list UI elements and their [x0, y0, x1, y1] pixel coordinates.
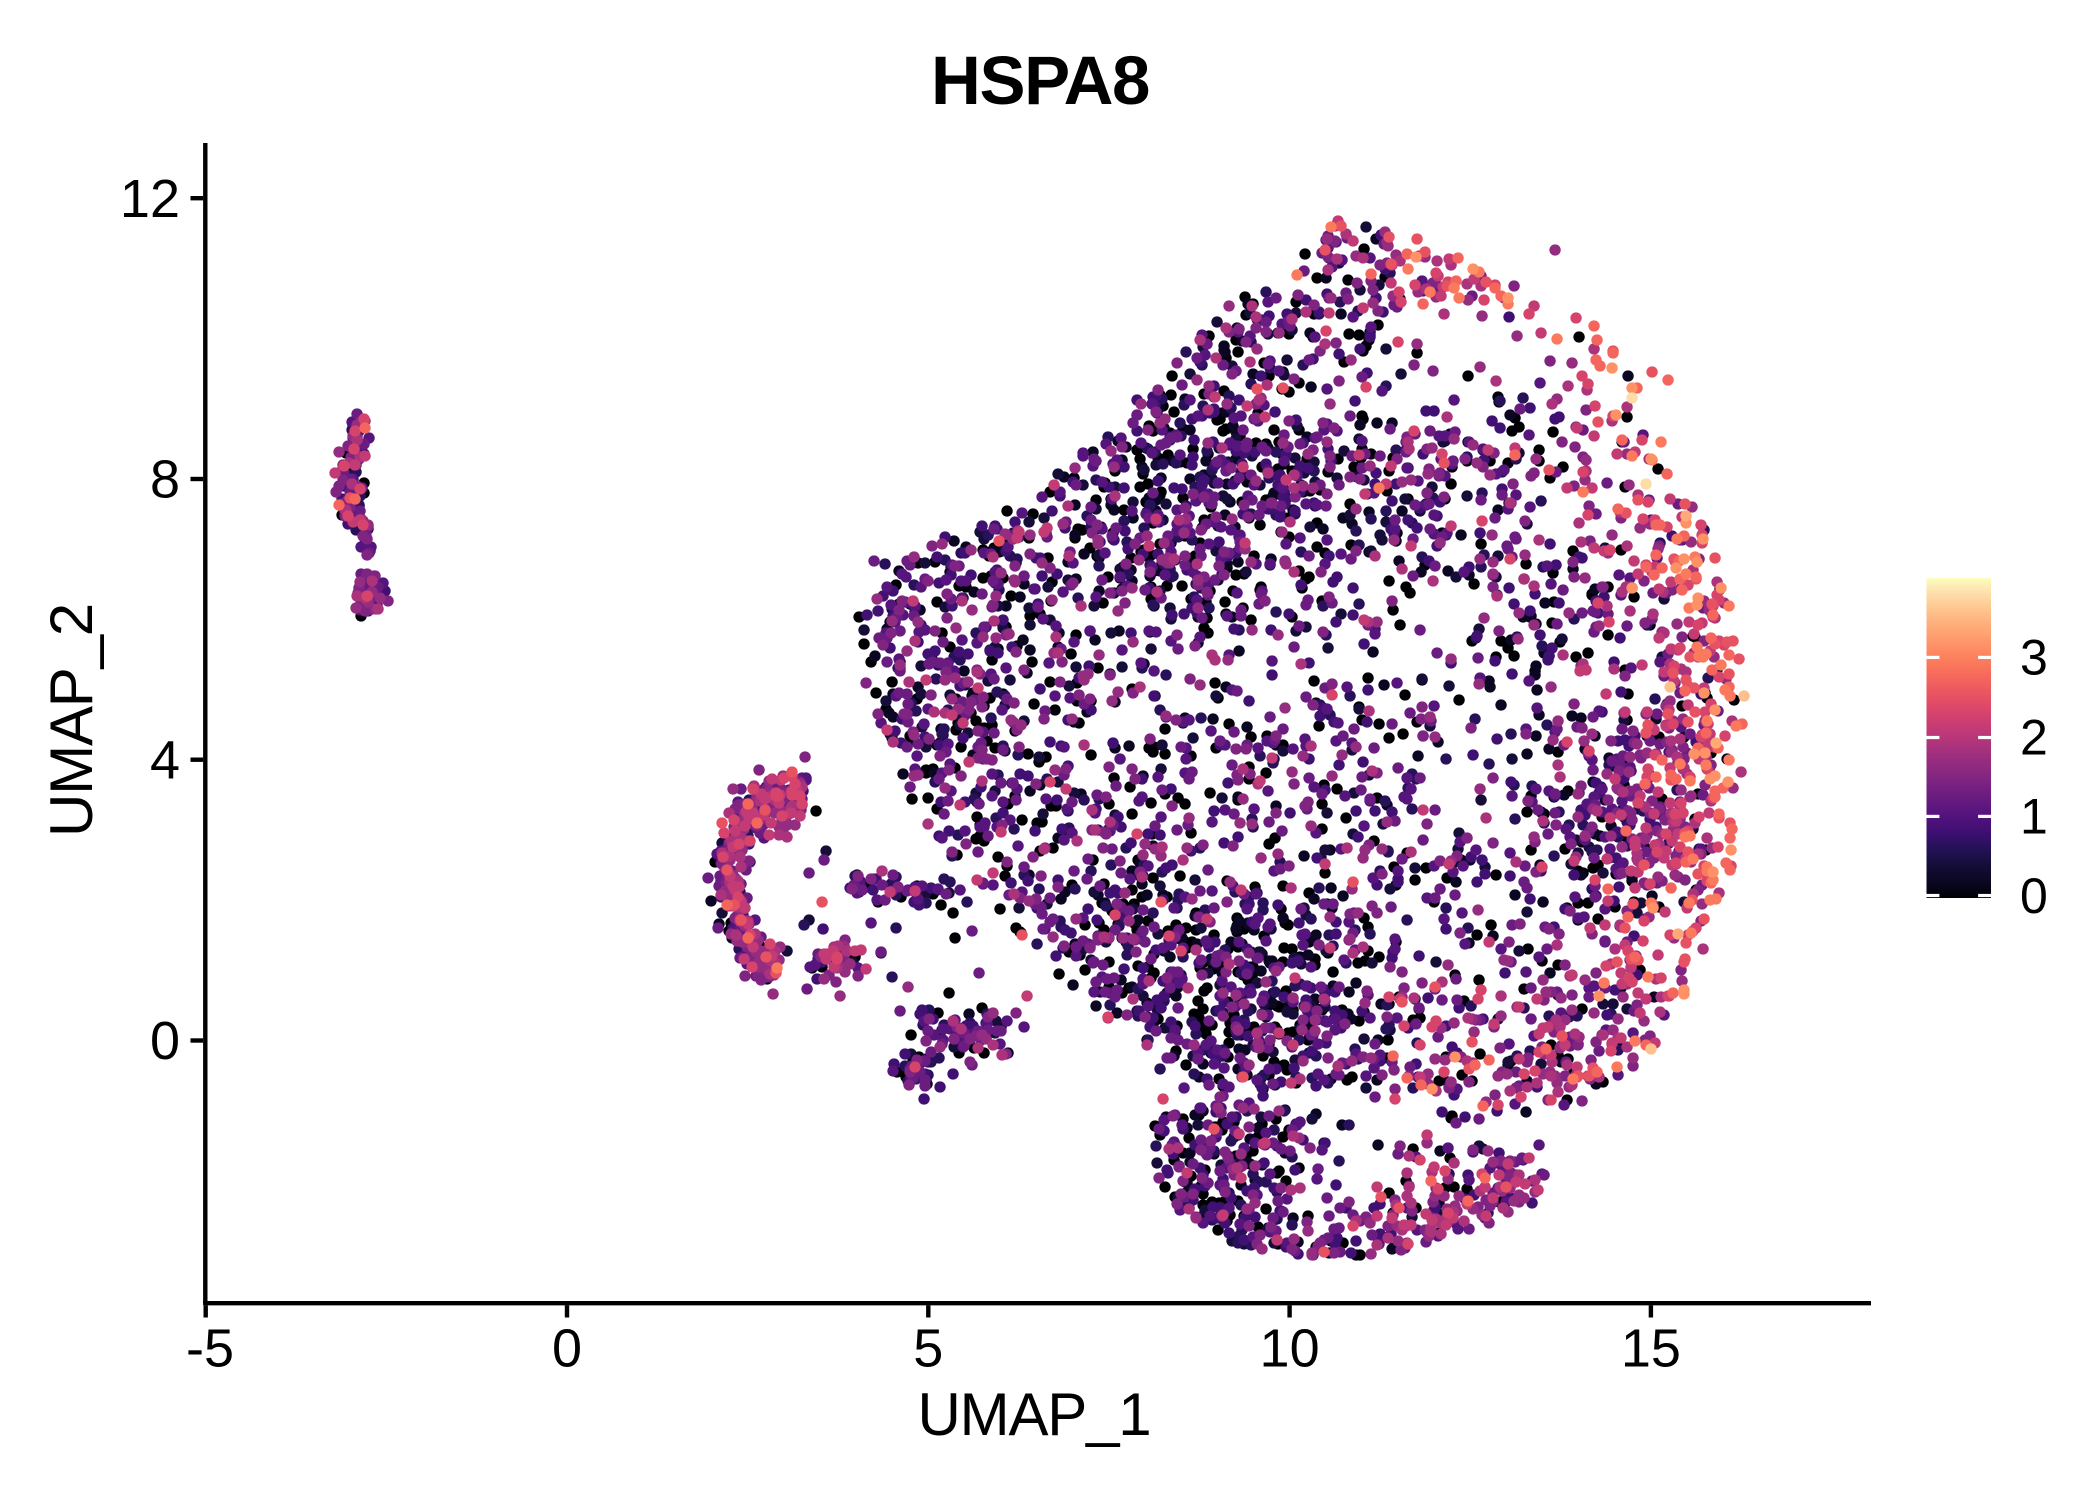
svg-text:0: 0	[150, 1011, 180, 1071]
svg-text:8: 8	[150, 450, 180, 510]
svg-text:12: 12	[120, 169, 180, 229]
svg-text:10: 10	[1260, 1319, 1320, 1379]
svg-text:0: 0	[2020, 868, 2048, 924]
svg-text:15: 15	[1621, 1319, 1681, 1379]
svg-text:4: 4	[150, 730, 180, 790]
svg-text:UMAP_1: UMAP_1	[918, 1381, 1151, 1448]
svg-text:3: 3	[2020, 630, 2048, 686]
svg-text:1: 1	[2020, 789, 2048, 845]
svg-text:-5: -5	[186, 1319, 234, 1379]
svg-text:UMAP_2: UMAP_2	[38, 604, 105, 837]
svg-text:2: 2	[2020, 710, 2048, 766]
svg-text:5: 5	[913, 1319, 943, 1379]
svg-text:HSPA8: HSPA8	[931, 42, 1149, 119]
svg-text:0: 0	[552, 1319, 582, 1379]
